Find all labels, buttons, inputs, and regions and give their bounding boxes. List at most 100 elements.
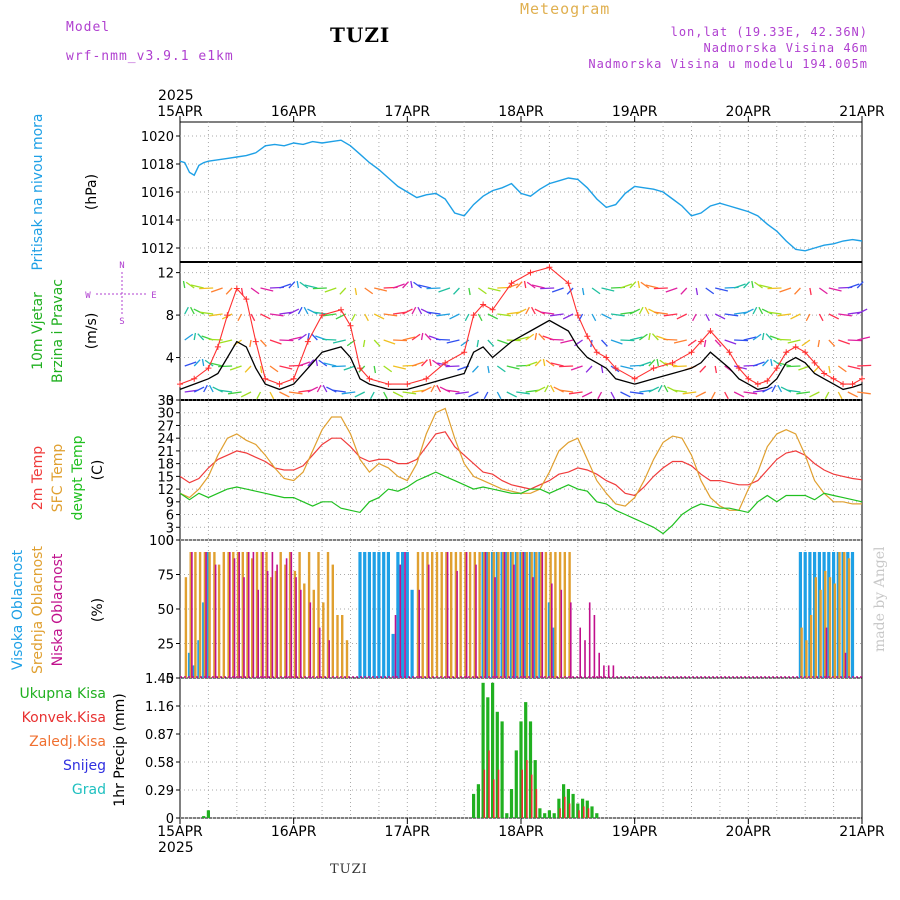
precip-bar-1 [483, 769, 486, 818]
wind-arrow [218, 389, 233, 393]
wind-arrow [455, 391, 469, 395]
cloud-bar-1 [288, 552, 292, 678]
top-date-label: 20APR [726, 104, 772, 120]
wind-arrow [786, 389, 801, 393]
cloud-bar-0 [372, 552, 376, 678]
wind-arrow [639, 333, 648, 341]
cloud-bar-2 [844, 652, 847, 678]
wind-arrow [663, 313, 678, 317]
wind-arrow [695, 391, 706, 398]
wind-arrow [525, 333, 535, 341]
precip-bar-1 [497, 769, 500, 818]
wind-arrow [663, 338, 678, 341]
compass-south: S [119, 317, 124, 327]
wind-arrow [299, 281, 309, 289]
wind-gust-marker [224, 312, 231, 319]
wind-arrow [436, 313, 451, 317]
wind-arrow [250, 287, 260, 295]
cloud-bar-2 [309, 602, 312, 678]
precip-bar-0 [585, 800, 589, 818]
wind-arrow [374, 287, 388, 292]
cloud-name-label-mid: Srednja Oblacnost [30, 546, 46, 674]
wind-arrow [780, 386, 792, 393]
wind-gust-marker [366, 375, 373, 382]
wind-arrow [487, 313, 499, 320]
cloud-bar-2 [584, 640, 586, 678]
precip-legend-item: Ukupna Kisa [19, 686, 106, 702]
wind-arrow [601, 313, 612, 320]
cloud-bar-1 [800, 627, 803, 678]
wind-arrow [332, 389, 346, 393]
wind-gust-marker [319, 312, 326, 319]
cloud-bar-0 [382, 552, 386, 678]
temp-line-0 [179, 431, 863, 497]
wind-arrow [534, 386, 546, 393]
cloud-bar-2 [262, 552, 264, 678]
cloud-bar-1 [208, 552, 211, 678]
precip-legend-item: Zaledj.Kisa [29, 734, 106, 750]
wind-arrow [743, 308, 754, 315]
cloud-bar-2 [295, 577, 297, 678]
wind-gust-marker [262, 375, 269, 382]
wind-arrow [585, 365, 593, 373]
bottom-date-label: 21APR [839, 824, 885, 840]
cloud-bar-2 [603, 665, 605, 678]
precip-bar-0 [562, 784, 566, 818]
wind-arrow [212, 386, 223, 393]
wind-arrow [219, 339, 233, 344]
wind-arrow [828, 365, 831, 374]
wind-arrow [225, 287, 233, 295]
cloud-bar-1 [478, 552, 481, 678]
cloud-bar-1 [312, 589, 315, 678]
wind-arrow [787, 339, 801, 344]
wind-arrow [771, 384, 777, 393]
wind-arrow [752, 306, 758, 315]
cloud-bar-0 [803, 552, 807, 678]
wind-arrow [534, 308, 545, 315]
y-tick-label-wind: 0 [166, 394, 174, 409]
cloud-bar-1 [435, 552, 439, 678]
precip-bar-0 [533, 760, 537, 818]
wind-gust-marker [276, 381, 283, 388]
wind-gust-marker [859, 375, 865, 382]
wind-arrow [758, 306, 764, 315]
wind-arrow [545, 359, 555, 367]
wind-arrow [354, 391, 365, 398]
y-tick-label-temp: 24 [157, 432, 174, 447]
wind-arrow [383, 313, 398, 317]
wind-arrow [566, 287, 574, 295]
y-tick-label-temp: 15 [157, 470, 174, 485]
wind-arrow [307, 308, 318, 315]
wind-arrow [828, 313, 840, 320]
bottom-date-label: 20APR [726, 824, 772, 840]
wind-gust-marker [356, 365, 363, 372]
cloud-bar-1 [326, 552, 330, 678]
cloud-bar-2 [266, 570, 269, 678]
wind-arrow [279, 283, 292, 289]
cloud-bar-2 [825, 627, 828, 678]
cloud-bar-1 [544, 552, 548, 678]
wind-arrow [762, 386, 773, 393]
wind-arrow [487, 365, 490, 374]
cloud-bar-1 [487, 552, 491, 678]
wind-gust-marker [177, 381, 183, 388]
wind-arrow [471, 365, 479, 373]
cloud-bar-2 [285, 558, 288, 678]
precip-legend-item: Konvek.Kisa [22, 710, 106, 726]
wind-arrow [809, 391, 820, 398]
precip-bar-0 [509, 789, 514, 818]
wind-arrow [773, 359, 782, 367]
wind-arrow [629, 308, 641, 315]
wind-arrow [496, 365, 506, 373]
cloud-bar-2 [503, 552, 506, 678]
wind-arrow [393, 339, 408, 342]
wind-arrow [767, 287, 782, 290]
wind-arrow [560, 339, 574, 344]
bottom-date-label: 18APR [498, 824, 544, 840]
y-tick-label-precip: 0 [166, 812, 174, 827]
wind-arrow [487, 287, 501, 292]
wind-arrow [298, 333, 307, 341]
wind-arrow [249, 339, 252, 348]
y-tick-label-wind: 8 [166, 309, 174, 324]
wind-arrow [208, 384, 214, 393]
